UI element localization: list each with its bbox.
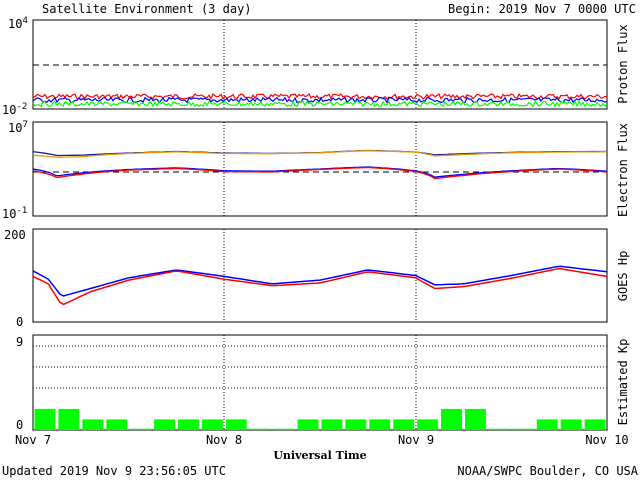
credit: NOAA/SWPC Boulder, CO USA [457,464,638,478]
kp-bar [58,408,80,430]
kp-bar [225,419,247,430]
proton-series [32,92,608,108]
kp-bar [297,419,319,430]
kp-bar [369,419,391,430]
hp-series [32,265,608,306]
day-dividers [223,20,417,430]
kp-bar [345,419,367,430]
xtick-nov8: Nov 8 [206,433,242,447]
kp-bar [201,419,223,430]
hp-ytick-top: 200 [4,228,26,242]
electron-ylabel: Electron Flux [616,123,630,217]
kp-bar [273,428,295,430]
kp-ytick-bottom: 0 [16,418,23,432]
kp-bar [154,419,175,430]
kp-bar [465,408,486,430]
kp-bar [249,428,271,430]
kp-bar [584,419,606,430]
kp-bar [417,419,439,430]
kp-bar [34,408,56,430]
electron-ytick-bottom: 10-1 [2,206,27,221]
proton-series-line [32,92,607,101]
xtick-nov10: Nov 10 [585,433,628,447]
proton-ylabel: Proton Flux [616,24,630,103]
proton-series-line [32,100,608,108]
kp-bar [130,428,152,430]
kp-bar [441,408,462,430]
kp-bar [321,419,343,430]
kp-bar [488,428,510,430]
kp-panel [32,334,608,431]
electron-series [32,149,608,180]
xtick-nov7: Nov 7 [15,433,51,447]
kp-bar [536,419,558,430]
kp-bar [178,419,199,430]
chart-title: Satellite Environment (3 day) [42,2,252,16]
kp-bar [82,419,104,430]
electron-ytick-top: 107 [8,120,28,135]
kp-ylabel: Estimated Kp [616,339,630,426]
begin-time: Begin: 2019 Nov 7 0000 UTC [448,2,636,16]
hp-ylabel: GOES Hp [616,251,630,302]
goes-hp-panel [32,228,608,323]
x-axis-label: Universal Time [273,449,366,462]
kp-ytick-top: 9 [16,335,23,349]
kp-bar [512,428,534,430]
kp-grid [33,345,607,389]
electron-series-line [32,166,608,178]
electron-series-line [32,166,608,180]
kp-bar [560,419,582,430]
updated-timestamp: Updated 2019 Nov 9 23:56:05 UTC [2,464,226,478]
proton-series-line [32,96,608,104]
kp-bars [34,408,606,430]
electron-series-line [32,150,607,158]
kp-bar [106,419,128,430]
xtick-nov9: Nov 9 [398,433,434,447]
hp-series-line [32,265,608,297]
proton-ytick-bottom: 10-2 [2,102,27,117]
hp-series-line [32,268,608,306]
hp-ytick-bottom: 0 [16,315,23,329]
kp-bar [393,419,415,430]
proton-ytick-top: 104 [8,16,28,31]
